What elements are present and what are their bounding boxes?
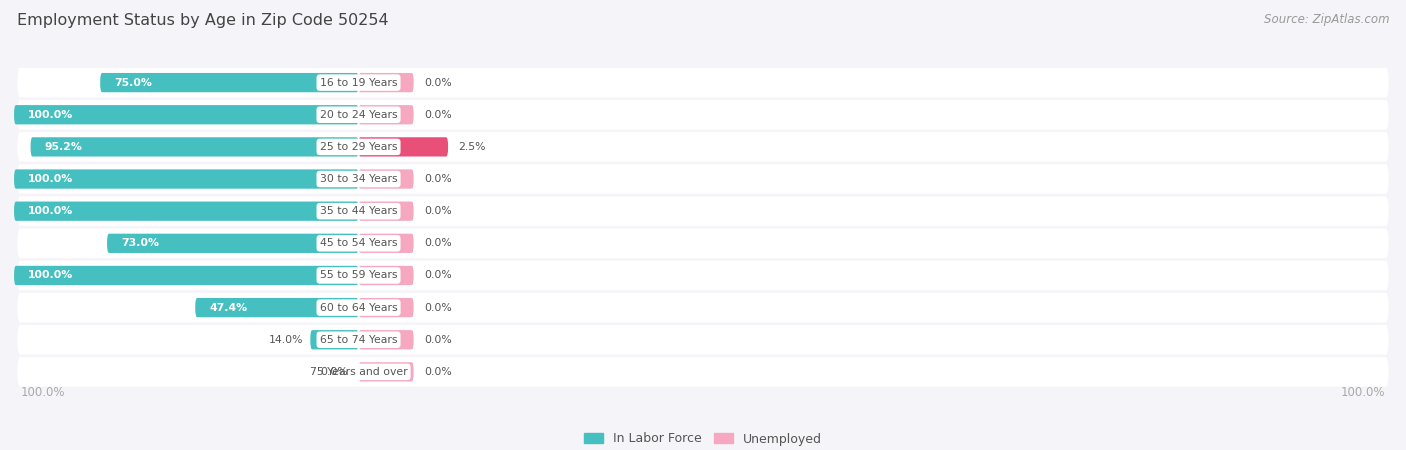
- Text: 30 to 34 Years: 30 to 34 Years: [319, 174, 398, 184]
- Text: Employment Status by Age in Zip Code 50254: Employment Status by Age in Zip Code 502…: [17, 14, 388, 28]
- FancyBboxPatch shape: [359, 105, 413, 124]
- Text: 0.0%: 0.0%: [425, 77, 451, 88]
- Text: 35 to 44 Years: 35 to 44 Years: [319, 206, 398, 216]
- Text: 60 to 64 Years: 60 to 64 Years: [319, 302, 398, 313]
- FancyBboxPatch shape: [17, 325, 1389, 355]
- FancyBboxPatch shape: [17, 164, 1389, 194]
- Text: 25 to 29 Years: 25 to 29 Years: [319, 142, 398, 152]
- Text: 0.0%: 0.0%: [425, 238, 451, 248]
- Text: 100.0%: 100.0%: [21, 386, 66, 399]
- Text: 0.0%: 0.0%: [425, 302, 451, 313]
- Text: 75.0%: 75.0%: [114, 77, 152, 88]
- Text: 20 to 24 Years: 20 to 24 Years: [319, 110, 398, 120]
- FancyBboxPatch shape: [359, 234, 413, 253]
- Text: 65 to 74 Years: 65 to 74 Years: [319, 335, 398, 345]
- Text: Source: ZipAtlas.com: Source: ZipAtlas.com: [1264, 14, 1389, 27]
- Text: 45 to 54 Years: 45 to 54 Years: [319, 238, 398, 248]
- Legend: In Labor Force, Unemployed: In Labor Force, Unemployed: [579, 428, 827, 450]
- FancyBboxPatch shape: [359, 362, 413, 382]
- FancyBboxPatch shape: [359, 169, 413, 189]
- Text: 0.0%: 0.0%: [425, 110, 451, 120]
- Text: 0.0%: 0.0%: [425, 270, 451, 280]
- Text: 95.2%: 95.2%: [45, 142, 82, 152]
- FancyBboxPatch shape: [359, 73, 413, 92]
- Text: 16 to 19 Years: 16 to 19 Years: [319, 77, 398, 88]
- Text: 0.0%: 0.0%: [425, 174, 451, 184]
- FancyBboxPatch shape: [359, 330, 413, 349]
- FancyBboxPatch shape: [100, 73, 359, 92]
- Text: 100.0%: 100.0%: [28, 110, 73, 120]
- FancyBboxPatch shape: [17, 229, 1389, 258]
- FancyBboxPatch shape: [31, 137, 359, 157]
- FancyBboxPatch shape: [14, 169, 359, 189]
- Text: 2.5%: 2.5%: [458, 142, 486, 152]
- Text: 0.0%: 0.0%: [425, 335, 451, 345]
- Text: 73.0%: 73.0%: [121, 238, 159, 248]
- FancyBboxPatch shape: [17, 357, 1389, 387]
- Text: 100.0%: 100.0%: [28, 270, 73, 280]
- FancyBboxPatch shape: [359, 202, 413, 221]
- FancyBboxPatch shape: [17, 132, 1389, 162]
- FancyBboxPatch shape: [17, 196, 1389, 226]
- Text: 0.0%: 0.0%: [425, 367, 451, 377]
- FancyBboxPatch shape: [17, 293, 1389, 322]
- Text: 100.0%: 100.0%: [28, 206, 73, 216]
- Text: 14.0%: 14.0%: [269, 335, 304, 345]
- FancyBboxPatch shape: [359, 266, 413, 285]
- FancyBboxPatch shape: [17, 68, 1389, 97]
- FancyBboxPatch shape: [311, 330, 359, 349]
- FancyBboxPatch shape: [359, 137, 449, 157]
- FancyBboxPatch shape: [195, 298, 359, 317]
- Text: 55 to 59 Years: 55 to 59 Years: [319, 270, 398, 280]
- Text: 0.0%: 0.0%: [321, 367, 349, 377]
- FancyBboxPatch shape: [17, 100, 1389, 130]
- FancyBboxPatch shape: [14, 266, 359, 285]
- Text: 100.0%: 100.0%: [28, 174, 73, 184]
- FancyBboxPatch shape: [107, 234, 359, 253]
- Text: 47.4%: 47.4%: [209, 302, 247, 313]
- FancyBboxPatch shape: [359, 298, 413, 317]
- FancyBboxPatch shape: [14, 202, 359, 221]
- Text: 100.0%: 100.0%: [1340, 386, 1385, 399]
- FancyBboxPatch shape: [17, 261, 1389, 290]
- Text: 0.0%: 0.0%: [425, 206, 451, 216]
- Text: 75 Years and over: 75 Years and over: [309, 367, 408, 377]
- FancyBboxPatch shape: [14, 105, 359, 124]
